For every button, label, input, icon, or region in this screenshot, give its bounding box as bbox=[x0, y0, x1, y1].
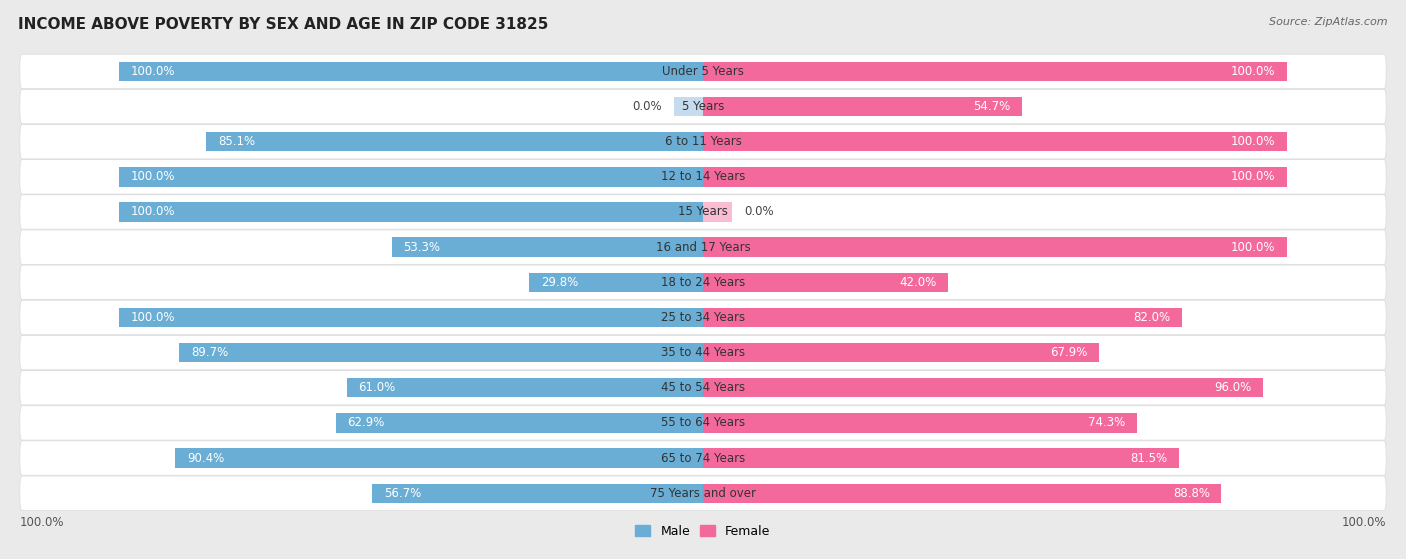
FancyBboxPatch shape bbox=[20, 300, 1386, 335]
Text: 100.0%: 100.0% bbox=[131, 311, 176, 324]
Bar bbox=[120, 61, 703, 81]
Text: 100.0%: 100.0% bbox=[131, 206, 176, 219]
Bar bbox=[703, 343, 1099, 362]
Text: 100.0%: 100.0% bbox=[131, 65, 176, 78]
Bar bbox=[703, 132, 1286, 151]
Text: 15 Years: 15 Years bbox=[678, 206, 728, 219]
Text: 81.5%: 81.5% bbox=[1130, 452, 1167, 465]
FancyBboxPatch shape bbox=[20, 335, 1386, 370]
Bar bbox=[703, 413, 1137, 433]
Text: 100.0%: 100.0% bbox=[1341, 516, 1386, 529]
Text: 65 to 74 Years: 65 to 74 Years bbox=[661, 452, 745, 465]
Text: 35 to 44 Years: 35 to 44 Years bbox=[661, 346, 745, 359]
Bar bbox=[703, 273, 948, 292]
Bar bbox=[336, 413, 703, 433]
Bar bbox=[392, 238, 703, 257]
Text: 100.0%: 100.0% bbox=[1230, 135, 1275, 148]
Text: 45 to 54 Years: 45 to 54 Years bbox=[661, 381, 745, 394]
Bar bbox=[373, 484, 703, 503]
FancyBboxPatch shape bbox=[20, 195, 1386, 229]
Bar bbox=[120, 202, 703, 222]
Bar bbox=[703, 308, 1182, 327]
Text: 89.7%: 89.7% bbox=[191, 346, 228, 359]
Bar bbox=[703, 61, 1286, 81]
Text: 100.0%: 100.0% bbox=[1230, 170, 1275, 183]
Text: 100.0%: 100.0% bbox=[20, 516, 65, 529]
Text: 82.0%: 82.0% bbox=[1133, 311, 1170, 324]
Text: 29.8%: 29.8% bbox=[541, 276, 578, 289]
Text: 75 Years and over: 75 Years and over bbox=[650, 487, 756, 500]
Text: 54.7%: 54.7% bbox=[973, 100, 1011, 113]
Text: 6 to 11 Years: 6 to 11 Years bbox=[665, 135, 741, 148]
Bar bbox=[529, 273, 703, 292]
Text: Under 5 Years: Under 5 Years bbox=[662, 65, 744, 78]
Text: 42.0%: 42.0% bbox=[900, 276, 936, 289]
FancyBboxPatch shape bbox=[20, 476, 1386, 510]
Bar bbox=[347, 378, 703, 397]
FancyBboxPatch shape bbox=[20, 89, 1386, 124]
Text: 56.7%: 56.7% bbox=[384, 487, 420, 500]
Text: 67.9%: 67.9% bbox=[1050, 346, 1088, 359]
Bar bbox=[703, 448, 1178, 468]
Bar bbox=[180, 343, 703, 362]
Legend: Male, Female: Male, Female bbox=[630, 520, 776, 543]
Text: 0.0%: 0.0% bbox=[744, 206, 773, 219]
Bar bbox=[673, 97, 703, 116]
Bar bbox=[120, 308, 703, 327]
Text: 12 to 14 Years: 12 to 14 Years bbox=[661, 170, 745, 183]
Text: 100.0%: 100.0% bbox=[1230, 240, 1275, 254]
Text: 55 to 64 Years: 55 to 64 Years bbox=[661, 416, 745, 429]
Bar bbox=[703, 378, 1264, 397]
Text: 25 to 34 Years: 25 to 34 Years bbox=[661, 311, 745, 324]
Text: INCOME ABOVE POVERTY BY SEX AND AGE IN ZIP CODE 31825: INCOME ABOVE POVERTY BY SEX AND AGE IN Z… bbox=[18, 17, 548, 32]
Text: 85.1%: 85.1% bbox=[218, 135, 254, 148]
Bar bbox=[176, 448, 703, 468]
Bar bbox=[120, 167, 703, 187]
Text: 100.0%: 100.0% bbox=[1230, 65, 1275, 78]
Text: 61.0%: 61.0% bbox=[359, 381, 395, 394]
FancyBboxPatch shape bbox=[20, 265, 1386, 300]
Text: 5 Years: 5 Years bbox=[682, 100, 724, 113]
Bar bbox=[207, 132, 703, 151]
FancyBboxPatch shape bbox=[20, 406, 1386, 440]
Text: 88.8%: 88.8% bbox=[1173, 487, 1209, 500]
Bar bbox=[703, 97, 1022, 116]
Text: 53.3%: 53.3% bbox=[404, 240, 440, 254]
Bar bbox=[703, 484, 1222, 503]
Bar bbox=[703, 202, 733, 222]
Bar bbox=[703, 238, 1286, 257]
FancyBboxPatch shape bbox=[20, 441, 1386, 475]
FancyBboxPatch shape bbox=[20, 371, 1386, 405]
Text: 16 and 17 Years: 16 and 17 Years bbox=[655, 240, 751, 254]
FancyBboxPatch shape bbox=[20, 230, 1386, 264]
Text: 62.9%: 62.9% bbox=[347, 416, 385, 429]
Text: 90.4%: 90.4% bbox=[187, 452, 224, 465]
Text: 18 to 24 Years: 18 to 24 Years bbox=[661, 276, 745, 289]
Text: 96.0%: 96.0% bbox=[1215, 381, 1251, 394]
FancyBboxPatch shape bbox=[20, 160, 1386, 194]
Text: 100.0%: 100.0% bbox=[131, 170, 176, 183]
Text: 0.0%: 0.0% bbox=[633, 100, 662, 113]
Text: Source: ZipAtlas.com: Source: ZipAtlas.com bbox=[1270, 17, 1388, 27]
FancyBboxPatch shape bbox=[20, 125, 1386, 159]
FancyBboxPatch shape bbox=[20, 54, 1386, 89]
Text: 74.3%: 74.3% bbox=[1088, 416, 1125, 429]
Bar bbox=[703, 167, 1286, 187]
